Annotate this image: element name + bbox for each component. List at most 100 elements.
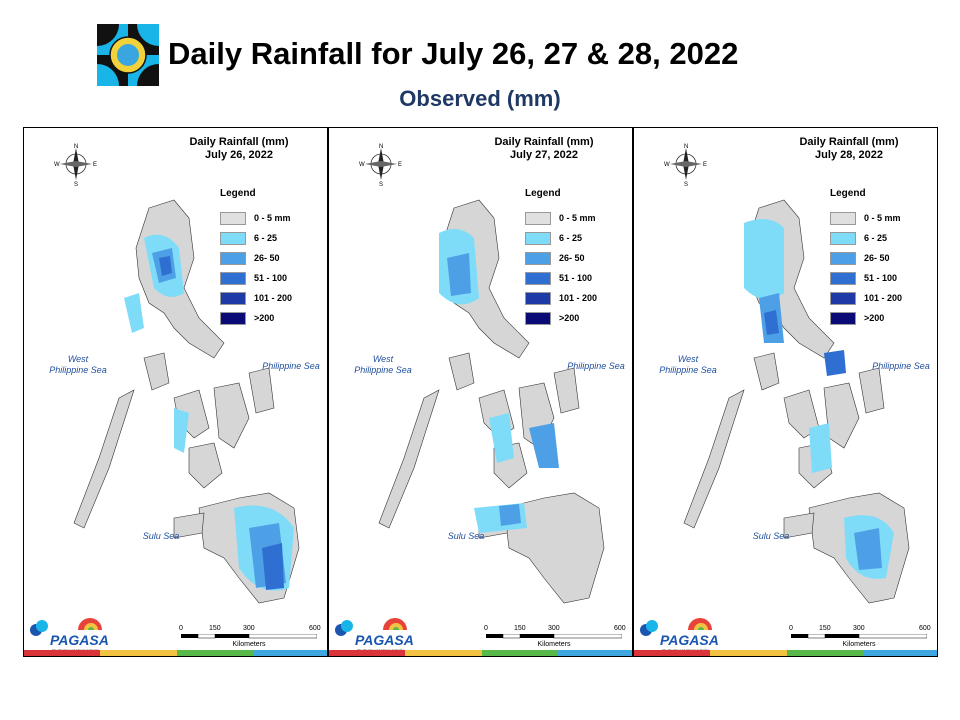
panel-title-line1: Daily Rainfall (mm) — [494, 136, 594, 148]
legend-item: 101 - 200 — [525, 288, 625, 308]
svg-text:N: N — [684, 144, 688, 150]
sea-label-sulu-sea: Sulu Sea — [447, 531, 485, 541]
sea-label-line: West — [372, 354, 394, 364]
brand-name: PAGASA — [50, 632, 109, 648]
legend-swatch — [525, 251, 551, 265]
scale-tick: 150 — [819, 625, 831, 632]
pagasa-seal-icon — [75, 2, 181, 108]
legend-item: >200 — [525, 308, 625, 328]
page-title: Daily Rainfall for July 26, 27 & 28, 202… — [168, 36, 739, 71]
legend-swatch — [220, 311, 246, 325]
panel-date: July 27, 2022 — [510, 149, 578, 161]
scale-tick: 0 — [789, 625, 793, 632]
scale-tick: 300 — [243, 625, 255, 632]
legend: Legend 0 - 5 mm 6 - 25 26- 50 51 - 100 — [220, 188, 320, 328]
page-subtitle: Observed (mm) — [399, 86, 561, 111]
pagasa-logo: PAGASA The Weather and Climate Authority — [638, 612, 719, 652]
color-stripe — [24, 650, 327, 656]
scale-unit: Kilometers — [842, 641, 876, 648]
sea-label-west-philippine-sea: West Philippine Sea — [38, 354, 118, 376]
svg-text:N: N — [379, 144, 383, 150]
legend-label: 0 - 5 mm — [864, 213, 901, 223]
brand-name: PAGASA — [660, 632, 719, 648]
panel-date: July 26, 2022 — [205, 149, 273, 161]
scale-bar: 0 150 300 600 Kilometers — [179, 622, 321, 652]
scale-tick: 300 — [853, 625, 865, 632]
legend-item: 26- 50 — [525, 248, 625, 268]
svg-text:W: W — [359, 162, 365, 168]
legend-label: 51 - 100 — [864, 273, 898, 283]
sea-label-west-philippine-sea: West Philippine Sea — [648, 354, 728, 376]
legend-item: 0 - 5 mm — [220, 208, 320, 228]
legend-item: 51 - 100 — [220, 268, 320, 288]
stripe-segment — [176, 650, 253, 656]
panel-title: Daily Rainfall (mm) July 26, 2022 — [174, 136, 304, 162]
compass-rose-icon: N S W E — [664, 142, 708, 188]
legend-swatch — [830, 231, 856, 245]
svg-text:S: S — [74, 182, 78, 186]
stripe-segment — [481, 650, 558, 656]
legend-item: 6 - 25 — [830, 228, 930, 248]
philippines-map — [73, 199, 300, 604]
stripe-segment — [405, 650, 482, 656]
legend-label: 6 - 25 — [559, 233, 583, 243]
legend-swatch — [830, 271, 856, 285]
legend-swatch — [525, 271, 551, 285]
map-panel-july-28: N S W E Daily Rainfall (mm) July 28, 202… — [633, 127, 938, 657]
svg-text:W: W — [664, 162, 670, 168]
sea-label-line: Philippine Sea — [659, 365, 717, 375]
legend-item: 51 - 100 — [525, 268, 625, 288]
legend-swatch — [220, 231, 246, 245]
legend-item: 101 - 200 — [830, 288, 930, 308]
panel-title-line1: Daily Rainfall (mm) — [189, 136, 289, 148]
legend-swatch — [525, 211, 551, 225]
pagasa-logo: PAGASA The Weather and Climate Authority — [28, 612, 109, 652]
legend-item: 6 - 25 — [525, 228, 625, 248]
sea-label-west-philippine-sea: West Philippine Sea — [343, 354, 423, 376]
map-panel-july-26: N S W E Daily Rainfall (mm) July 26, 202… — [23, 127, 328, 657]
legend-item: 101 - 200 — [220, 288, 320, 308]
legend-swatch — [220, 291, 246, 305]
svg-text:E: E — [703, 162, 707, 168]
philippines-map — [378, 199, 605, 604]
sea-label-philippine-sea: Philippine Sea — [262, 361, 320, 371]
svg-text:E: E — [93, 162, 97, 168]
stripe-segment — [252, 650, 327, 656]
panel-date: July 28, 2022 — [815, 149, 883, 161]
svg-text:E: E — [398, 162, 402, 168]
legend-item: 51 - 100 — [830, 268, 930, 288]
legend-label: 26- 50 — [559, 253, 585, 263]
legend: Legend 0 - 5 mm 6 - 25 26- 50 51 - 100 — [525, 188, 625, 328]
legend-item: >200 — [830, 308, 930, 328]
legend-swatch — [220, 251, 246, 265]
legend-swatch — [220, 271, 246, 285]
stripe-segment — [557, 650, 632, 656]
legend-label: 51 - 100 — [254, 273, 288, 283]
legend-swatch — [525, 291, 551, 305]
compass-rose-icon: N S W E — [54, 142, 98, 188]
legend-label: 26- 50 — [254, 253, 280, 263]
scale-tick: 0 — [484, 625, 488, 632]
legend-title: Legend — [220, 188, 256, 199]
scale-tick: 0 — [179, 625, 183, 632]
scale-tick: 150 — [514, 625, 526, 632]
sea-label-sulu-sea: Sulu Sea — [752, 531, 790, 541]
sea-label-line: Philippine Sea — [354, 365, 412, 375]
legend-label: 0 - 5 mm — [559, 213, 596, 223]
legend: Legend 0 - 5 mm 6 - 25 26- 50 51 - 100 — [830, 188, 930, 328]
color-stripe — [329, 650, 632, 656]
legend-swatch — [830, 211, 856, 225]
compass-rose-icon: N S W E — [359, 142, 403, 188]
stripe-segment — [100, 650, 177, 656]
legend-label: >200 — [864, 313, 885, 323]
legend-item: >200 — [220, 308, 320, 328]
scale-tick: 150 — [209, 625, 221, 632]
scale-tick: 600 — [919, 625, 931, 632]
legend-label: 101 - 200 — [254, 293, 293, 303]
svg-text:S: S — [684, 182, 688, 186]
legend-title: Legend — [830, 188, 866, 199]
scale-tick: 300 — [548, 625, 560, 632]
sea-label-sulu-sea: Sulu Sea — [142, 531, 180, 541]
legend-label: 101 - 200 — [864, 293, 903, 303]
svg-text:N: N — [74, 144, 78, 150]
